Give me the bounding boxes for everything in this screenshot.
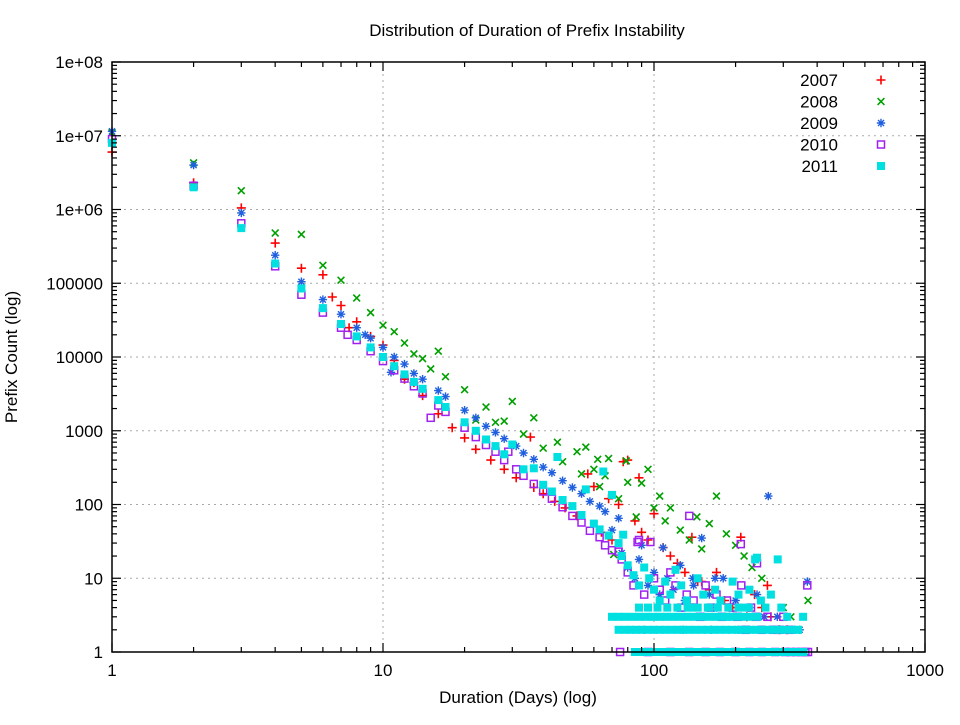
series-2009 <box>107 127 812 634</box>
y-tick-label: 1000 <box>65 422 103 441</box>
series-2011 <box>108 138 808 656</box>
series-2008 <box>108 128 812 656</box>
legend-marker-2010 <box>876 140 886 149</box>
y-tick-label: 1e+07 <box>55 127 103 146</box>
plot-border <box>111 61 926 653</box>
x-tick-label: 100 <box>640 661 668 680</box>
legend-marker-2008 <box>877 97 885 106</box>
legend-label-2011: 2011 <box>801 157 838 176</box>
legend-label-2009: 2009 <box>800 114 838 133</box>
x-tick-label: 10 <box>374 661 393 680</box>
legend-label-2007: 2007 <box>800 71 838 90</box>
x-tick-label: 1000 <box>906 661 944 680</box>
x-axis-label: Duration (Days) (log) <box>439 688 597 707</box>
y-tick-label: 10000 <box>56 348 103 367</box>
legend-marker-2007 <box>876 75 886 85</box>
series-2007 <box>107 147 792 635</box>
axes-and-ticks: 1 10 100 1000 1 10 100 1000 10000 100000 1e+06 1e+0… <box>46 53 944 680</box>
y-tick-label: 10 <box>84 569 103 588</box>
chart-title: Distribution of Duration of Prefix Insta… <box>369 21 685 40</box>
legend-marker-2009 <box>876 118 886 128</box>
legend-label-2010: 2010 <box>800 136 838 155</box>
y-tick-label: 1e+06 <box>55 201 103 220</box>
y-tick-label: 1 <box>94 643 103 662</box>
y-tick-label: 100 <box>75 496 103 515</box>
y-axis-label: Prefix Count (log) <box>2 291 21 423</box>
y-tick-label: 1e+08 <box>55 53 103 72</box>
series-2010 <box>107 134 813 657</box>
legend-marker-2011 <box>877 162 885 170</box>
x-tick-label: 1 <box>107 661 116 680</box>
legend-label-2008: 2008 <box>800 93 838 112</box>
y-tick-label: 100000 <box>46 274 103 293</box>
legend: 2007 2008 2009 2010 2011 <box>800 71 886 176</box>
data-points <box>107 127 813 657</box>
